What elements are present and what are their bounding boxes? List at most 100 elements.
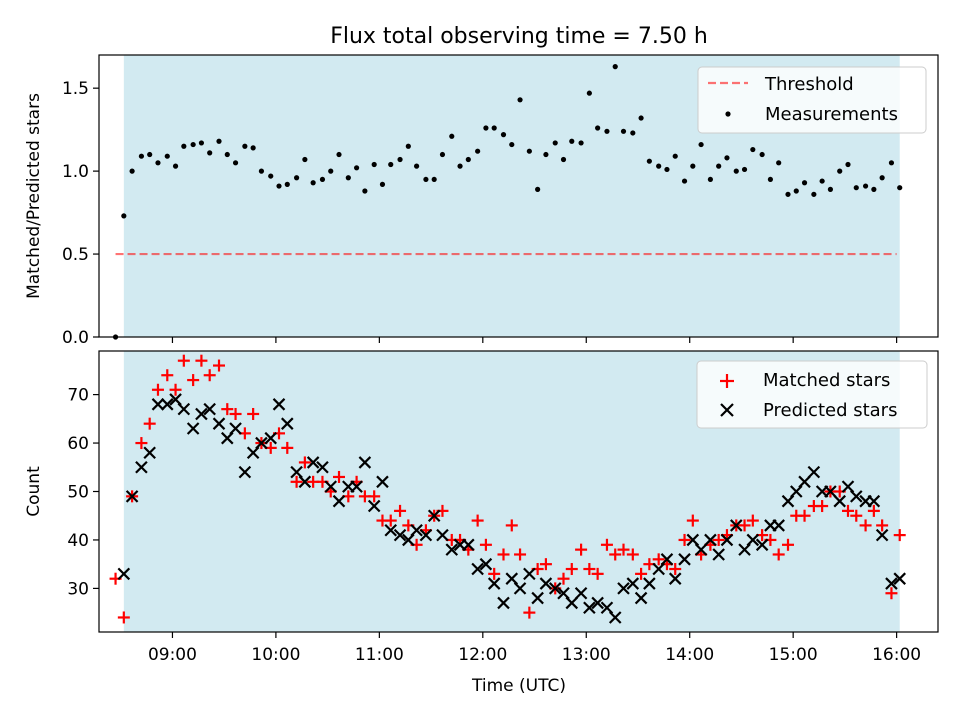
measurement-point [560,156,567,163]
predicted-marker-b [686,533,700,547]
measurement-point [216,138,222,144]
predicted-star-point [720,533,734,547]
matched-star-point [609,548,622,561]
matched-star-point [600,538,613,551]
predicted-star-point [255,436,268,450]
y-tick-label: 0.0 [62,328,89,348]
matched-star-point [505,519,518,532]
predicted-star-point [306,456,320,469]
measurement-point [612,64,618,70]
predicted-marker-b [445,543,459,556]
measurement-point [431,176,437,183]
measurement-point [871,186,877,192]
measurement-point [302,156,308,163]
predicted-marker-b [161,398,174,411]
predicted-star-point [729,519,743,532]
measurement-point [646,158,652,164]
predicted-star-point [574,586,588,600]
x-tick-label: 09:00 [148,645,197,665]
measurement-point [888,160,895,166]
matched-star-point [333,470,346,483]
matched-star-point [678,533,691,546]
measurement-point [207,150,213,156]
y-tick-label: 70 [67,386,89,406]
predicted-marker-b [281,417,294,430]
legend-measurement-swatch [725,111,731,117]
predicted-star-point [358,456,372,469]
predicted-star-point [238,465,252,479]
matched-star-point [488,567,501,580]
measurement-point [353,165,360,171]
ratio-legend-box [697,66,927,134]
predicted-star-point [704,533,717,547]
predicted-marker-b [513,582,527,595]
measurement-point [362,188,368,194]
predicted-marker-b [151,398,165,411]
predicted-star-point [272,398,286,411]
matched-star-point [712,533,725,546]
ratio-ticks: 0.0 0.5 1.0 1.5 [62,79,898,348]
measurement-point [724,155,730,161]
measurement-point [379,181,386,187]
matched-star-point [652,553,665,566]
measurement-point [147,151,153,158]
predicted-star-point [316,460,329,474]
measurement-point [862,183,869,189]
matched-star-point [876,519,889,532]
measurement-point [690,163,696,169]
ratio-panel-frame [98,54,939,338]
measurement-point [853,185,859,191]
measurement-point [811,191,817,197]
predicted-star-point [445,543,459,556]
y-tick-label: 1.5 [62,79,89,99]
predicted-marker-b [798,475,811,489]
measurement-point [793,188,799,194]
measurement-point [879,175,885,181]
measurement-point [801,180,808,186]
matched-star-point [635,567,648,580]
measurement-point [465,156,471,163]
matched-star-point [497,548,510,561]
y-tick-label: 30 [67,579,89,599]
count-y-axis-label: Count [24,466,44,517]
predicted-star-point [746,533,760,547]
measurement-point [604,128,610,134]
matched-star-point [746,514,759,527]
predicted-marker-b [487,577,501,590]
measurement-point [475,148,481,154]
predicted-star-point [772,519,785,532]
measurement-point [897,185,903,191]
measurement-point [767,176,774,183]
measurement-point [776,160,782,166]
matched-star-point [281,441,294,454]
predicted-marker-b [539,577,553,590]
predicted-star-point [885,577,898,590]
predicted-star-point [177,402,191,416]
predicted-marker-b [332,494,346,508]
measurement-point [310,180,316,186]
predicted-marker-b [212,417,226,430]
chart-title: Flux total observing time = 7.50 h [330,24,708,49]
matched-star-point [565,563,578,576]
measurement-point [595,125,601,131]
predicted-star-point [151,398,165,411]
matched-star-point [203,369,216,382]
predicted-star-point [824,485,837,498]
predicted-marker-b [557,586,570,600]
x-tick-label: 11:00 [355,645,404,665]
matched-star-point [229,407,242,420]
count-ticks: 30 40 50 60 70 09:00 10:00 11:00 12:00 13:00 14:00… [67,386,921,665]
y-tick-label: 60 [67,434,89,454]
predicted-marker-b [548,582,562,595]
predicted-marker-b [807,465,821,479]
predicted-marker-b [367,499,381,513]
measurement-point [268,173,274,179]
predicted-marker-b [591,596,604,610]
x-tick-label: 14:00 [665,645,714,665]
matched-star-point [298,456,311,469]
measurement-point [250,145,256,151]
predicted-star-point [427,509,441,523]
predicted-marker-b [720,533,734,547]
predicted-marker-b [125,490,139,503]
